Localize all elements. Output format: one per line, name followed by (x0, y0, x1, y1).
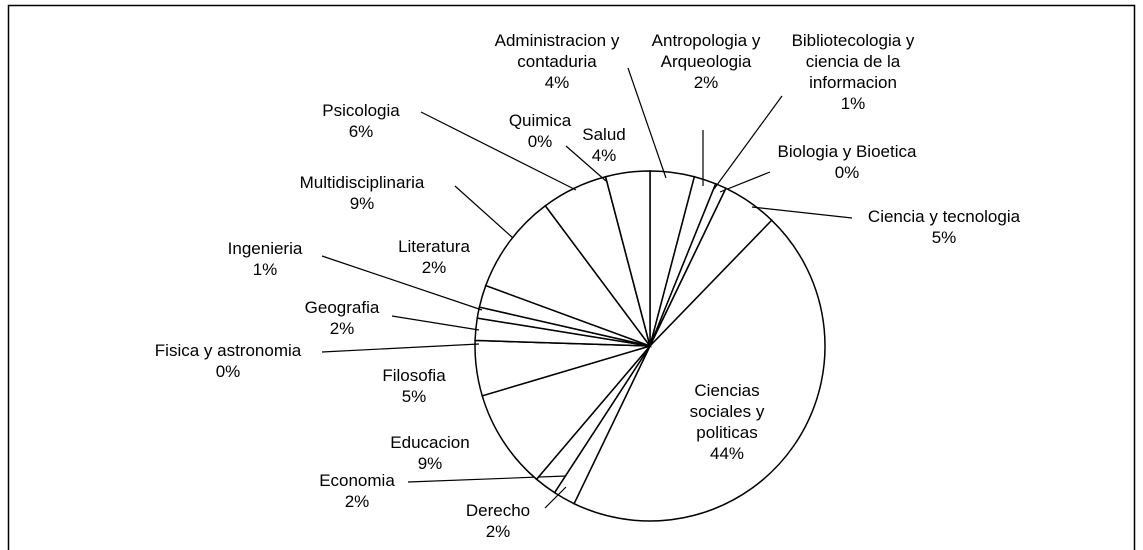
category-label: Multidisciplinaria (299, 173, 425, 192)
slice-label: Educacion 9% (375, 432, 485, 474)
leader-line (407, 475, 567, 483)
category-label: Salud (582, 125, 626, 144)
slice-label: Biologia y Bioetica 0% (747, 141, 947, 183)
pie-slice (484, 204, 653, 348)
value-label: 44% (709, 444, 745, 463)
slice-label: Ciencias sociales y politicas 44% (672, 380, 782, 464)
value-label: 4% (591, 146, 617, 165)
category-label: Psicologia (322, 101, 400, 120)
leader-line (719, 171, 771, 193)
category-label: Bibliotecologia y ciencia de la informac… (791, 31, 915, 92)
category-label: Biologia y Bioetica (777, 142, 917, 161)
leader-line (420, 111, 577, 191)
pie-slice (604, 170, 651, 347)
pie-slice (481, 344, 653, 481)
value-label: 9% (417, 454, 443, 473)
category-label: Ingenieria (227, 239, 303, 258)
slice-label: Economia 2% (302, 470, 412, 512)
category-label: Derecho (465, 501, 531, 520)
slice-label: Salud 4% (569, 124, 639, 166)
value-label: 9% (349, 194, 375, 213)
value-label: 2% (693, 73, 719, 92)
leader-line (454, 185, 514, 239)
category-label: Fisica y astronomia (154, 341, 302, 360)
category-label: Geografia (304, 298, 380, 317)
value-label: 0% (527, 132, 553, 151)
value-label: 5% (931, 228, 957, 247)
leader-line (391, 315, 480, 331)
value-label: 2% (485, 522, 511, 541)
leader-line (544, 486, 567, 509)
category-label: Ciencias sociales y politicas (689, 381, 765, 442)
leader-line (565, 145, 607, 182)
value-label: 2% (344, 492, 370, 511)
category-label: Quimica (508, 111, 572, 130)
value-label: 1% (840, 94, 866, 113)
slice-label: Fisica y astronomia 0% (128, 340, 328, 382)
value-label: 0% (215, 362, 241, 381)
slice-label: Ciencia y tecnologia 5% (844, 206, 1044, 248)
chart-frame (7, 4, 1136, 550)
category-label: Literatura (398, 237, 470, 256)
category-label: Antropologia y Arqueologia (651, 31, 761, 71)
leader-line (321, 343, 480, 353)
slice-label: Geografia 2% (287, 297, 397, 339)
value-label: 5% (401, 387, 427, 406)
slice-label: Literatura 2% (379, 236, 489, 278)
category-label: Filosofia (382, 366, 446, 385)
value-label: 1% (252, 260, 278, 279)
leader-line (751, 206, 853, 219)
category-label: Administracion y contaduria (494, 31, 620, 71)
category-label: Educacion (390, 433, 470, 452)
slice-label: Ingenieria 1% (210, 238, 320, 280)
leader-line (627, 67, 667, 179)
slice-label: Antropologia y Arqueologia 2% (651, 30, 761, 93)
slice-label: Quimica 0% (495, 110, 585, 152)
value-label: 0% (834, 163, 860, 182)
value-label: 2% (421, 258, 447, 277)
leader-line (713, 95, 783, 190)
leader-line (321, 255, 483, 311)
slice-label: Multidisciplinaria 9% (277, 172, 447, 214)
pie-slice (573, 219, 826, 522)
slice-label: Derecho 2% (443, 500, 553, 542)
slice-label: Psicologia 6% (306, 100, 416, 142)
slice-label: Bibliotecologia y ciencia de la informac… (778, 30, 928, 114)
value-label: 4% (544, 73, 570, 92)
category-label: Ciencia y tecnologia (867, 207, 1021, 226)
slice-label: Administracion y contaduria 4% (472, 30, 642, 93)
value-label: 2% (329, 319, 355, 338)
category-label: Economia (319, 471, 395, 490)
value-label: 6% (348, 122, 374, 141)
slice-label: Filosofia 5% (359, 365, 469, 407)
